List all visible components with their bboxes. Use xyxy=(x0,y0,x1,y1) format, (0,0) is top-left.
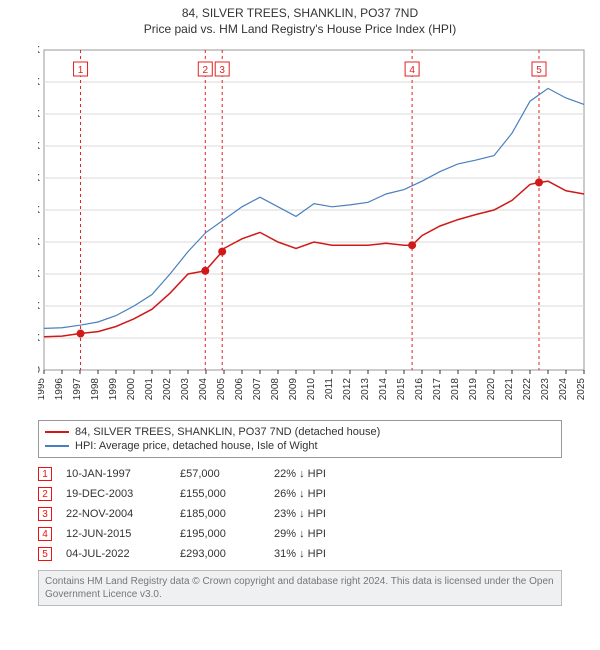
svg-text:£200K: £200K xyxy=(38,237,40,248)
event-number-box: 5 xyxy=(38,547,52,561)
svg-text:2006: 2006 xyxy=(234,378,245,401)
event-number-box: 4 xyxy=(38,527,52,541)
svg-text:1995: 1995 xyxy=(38,378,47,401)
event-date: 19-DEC-2003 xyxy=(66,488,166,500)
title-line-1: 84, SILVER TREES, SHANKLIN, PO37 7ND xyxy=(0,6,600,20)
svg-text:2011: 2011 xyxy=(324,378,335,400)
svg-text:4: 4 xyxy=(409,65,415,76)
chart-plot: £0 £50K £100K £150K £200K £250K £300K £350K £400… xyxy=(38,44,598,414)
svg-text:2: 2 xyxy=(202,65,208,76)
svg-text:1999: 1999 xyxy=(108,378,119,401)
legend-item: HPI: Average price, detached house, Isle… xyxy=(45,439,555,453)
event-price: £57,000 xyxy=(180,468,260,480)
svg-text:£100K: £100K xyxy=(38,301,40,312)
event-diff: 29% ↓ HPI xyxy=(274,528,364,540)
legend-item: 84, SILVER TREES, SHANKLIN, PO37 7ND (de… xyxy=(45,425,555,439)
svg-text:1997: 1997 xyxy=(72,378,83,401)
chart-container: 84, SILVER TREES, SHANKLIN, PO37 7ND Pri… xyxy=(0,0,600,650)
event-row: 1 10-JAN-1997 £57,000 22% ↓ HPI xyxy=(38,464,562,484)
svg-text:2010: 2010 xyxy=(306,378,317,401)
svg-text:£300K: £300K xyxy=(38,173,40,184)
event-row: 3 22-NOV-2004 £185,000 23% ↓ HPI xyxy=(38,504,562,524)
event-date: 22-NOV-2004 xyxy=(66,508,166,520)
legend-label: 84, SILVER TREES, SHANKLIN, PO37 7ND (de… xyxy=(75,426,380,438)
event-row: 2 19-DEC-2003 £155,000 26% ↓ HPI xyxy=(38,484,562,504)
svg-text:2003: 2003 xyxy=(180,378,191,401)
svg-text:2002: 2002 xyxy=(162,378,173,401)
event-date: 12-JUN-2015 xyxy=(66,528,166,540)
svg-text:2023: 2023 xyxy=(540,378,551,401)
svg-text:1996: 1996 xyxy=(54,378,65,401)
event-table: 1 10-JAN-1997 £57,000 22% ↓ HPI 2 19-DEC-2003… xyxy=(38,464,562,564)
event-diff: 22% ↓ HPI xyxy=(274,468,364,480)
svg-text:2025: 2025 xyxy=(576,378,587,401)
event-number-box: 2 xyxy=(38,487,52,501)
svg-text:2018: 2018 xyxy=(450,378,461,401)
svg-text:2014: 2014 xyxy=(378,378,389,401)
event-diff: 26% ↓ HPI xyxy=(274,488,364,500)
svg-text:2012: 2012 xyxy=(342,378,353,401)
event-diff: 31% ↓ HPI xyxy=(274,548,364,560)
svg-text:£0: £0 xyxy=(38,365,40,376)
event-row: 4 12-JUN-2015 £195,000 29% ↓ HPI xyxy=(38,524,562,544)
svg-text:2000: 2000 xyxy=(126,378,137,401)
legend: 84, SILVER TREES, SHANKLIN, PO37 7ND (de… xyxy=(38,420,562,458)
footer-attribution: Contains HM Land Registry data © Crown c… xyxy=(38,570,562,606)
legend-label: HPI: Average price, detached house, Isle… xyxy=(75,440,318,452)
event-price: £155,000 xyxy=(180,488,260,500)
svg-text:£250K: £250K xyxy=(38,205,40,216)
svg-text:2004: 2004 xyxy=(198,378,209,401)
svg-text:2017: 2017 xyxy=(432,378,443,401)
svg-text:1998: 1998 xyxy=(90,378,101,401)
event-price: £185,000 xyxy=(180,508,260,520)
svg-text:£150K: £150K xyxy=(38,269,40,280)
svg-text:3: 3 xyxy=(219,65,225,76)
chart-titles: 84, SILVER TREES, SHANKLIN, PO37 7ND Pri… xyxy=(0,0,600,40)
svg-text:5: 5 xyxy=(536,65,542,76)
event-number-box: 3 xyxy=(38,507,52,521)
svg-text:£500K: £500K xyxy=(38,45,40,56)
svg-text:£400K: £400K xyxy=(38,109,40,120)
title-line-2: Price paid vs. HM Land Registry's House … xyxy=(0,22,600,36)
event-price: £293,000 xyxy=(180,548,260,560)
event-price: £195,000 xyxy=(180,528,260,540)
svg-text:2021: 2021 xyxy=(504,378,515,401)
svg-text:2015: 2015 xyxy=(396,378,407,401)
svg-text:2007: 2007 xyxy=(252,378,263,401)
svg-text:2008: 2008 xyxy=(270,378,281,401)
svg-text:2009: 2009 xyxy=(288,378,299,401)
event-number-box: 1 xyxy=(38,467,52,481)
svg-text:2019: 2019 xyxy=(468,378,479,401)
svg-text:2016: 2016 xyxy=(414,378,425,401)
event-date: 10-JAN-1997 xyxy=(66,468,166,480)
svg-text:2013: 2013 xyxy=(360,378,371,401)
svg-text:2001: 2001 xyxy=(144,378,155,401)
svg-text:2022: 2022 xyxy=(522,378,533,401)
svg-text:2024: 2024 xyxy=(558,378,569,401)
svg-text:£350K: £350K xyxy=(38,141,40,152)
svg-text:1: 1 xyxy=(78,65,84,76)
svg-text:2005: 2005 xyxy=(216,378,227,401)
svg-text:£50K: £50K xyxy=(38,333,40,344)
chart-svg: £0 £50K £100K £150K £200K £250K £300K £350K £400… xyxy=(38,44,598,414)
event-date: 04-JUL-2022 xyxy=(66,548,166,560)
svg-text:£450K: £450K xyxy=(38,77,40,88)
svg-text:2020: 2020 xyxy=(486,378,497,401)
event-row: 5 04-JUL-2022 £293,000 31% ↓ HPI xyxy=(38,544,562,564)
event-diff: 23% ↓ HPI xyxy=(274,508,364,520)
legend-swatch-icon xyxy=(45,431,69,433)
legend-swatch-icon xyxy=(45,445,69,447)
